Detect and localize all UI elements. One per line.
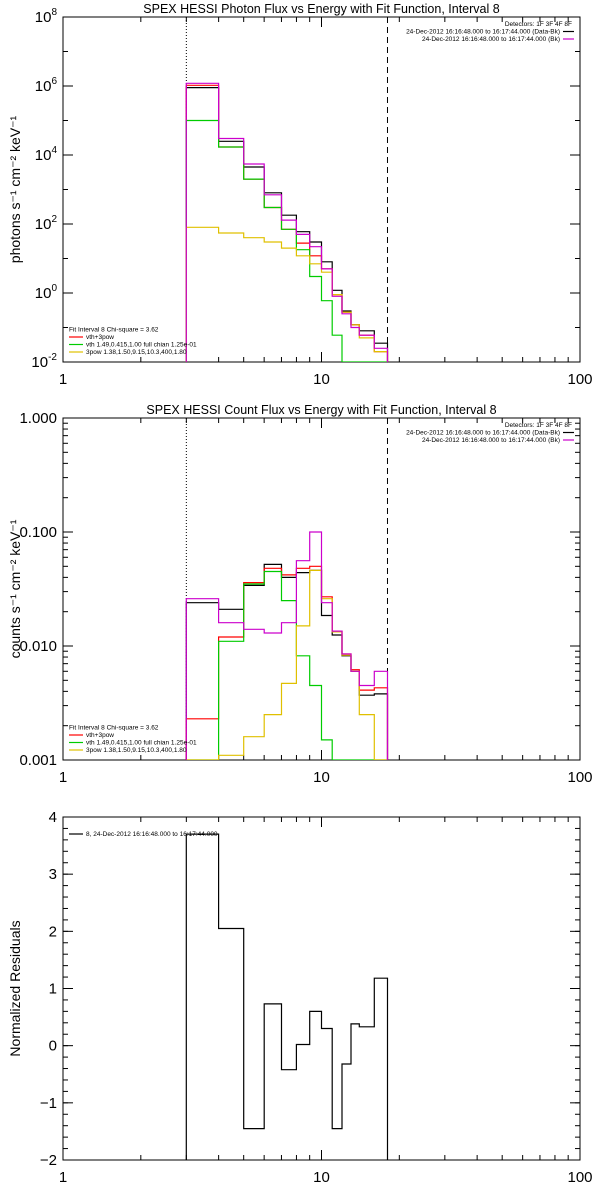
y-tick-label: 0.001 — [19, 752, 57, 769]
series-line-4 — [185, 226, 389, 362]
legend-entry: vth 1.49,0.415,1.00 full chian 1.25e-01 — [86, 740, 197, 747]
series-line-3 — [186, 570, 388, 760]
series-line-5 — [185, 531, 389, 760]
y-tick-label: 2 — [49, 923, 57, 940]
legend-entry: 8, 24-Dec-2012 16:16:48.000 to 16:17:44.… — [86, 831, 218, 838]
y-tick-label: 3 — [49, 866, 57, 883]
series-line-5 — [185, 82, 389, 362]
y-tick-label: 10-2 — [31, 352, 57, 371]
y-tick-label: 108 — [35, 7, 58, 26]
x-tick-label: 1 — [59, 769, 67, 786]
x-tick-label: 100 — [567, 1169, 592, 1186]
y-axis-label: counts s⁻¹ cm⁻² keV⁻¹ — [7, 519, 23, 658]
series-line-1 — [185, 833, 389, 1160]
y-tick-label: 4 — [49, 809, 57, 826]
legend-header: Fit Interval 8 Chi-square = 3.62 — [69, 725, 159, 732]
plot-frame — [62, 816, 581, 1161]
legend-entry: 3pow 1.38,1.50,9.15,10.3,400,1.80 — [86, 349, 187, 356]
x-tick-label: 10 — [313, 769, 330, 786]
legend-header: Fit Interval 8 Chi-square = 3.62 — [69, 327, 159, 334]
series-line-1 — [185, 87, 389, 362]
y-tick-label: 102 — [35, 214, 58, 233]
y-axis-label: photons s⁻¹ cm⁻² keV⁻¹ — [7, 115, 23, 263]
header-title: Detectors: 1F 3F 4F 8F — [505, 21, 572, 28]
header-title: Detectors: 1F 3F 4F 8F — [505, 422, 572, 429]
legend-entry: vth+3pow — [86, 732, 114, 739]
x-tick-label: 10 — [313, 1169, 330, 1186]
y-tick-label: 0.010 — [19, 638, 57, 655]
legend-entry: 3pow 1.38,1.50,9.15,10.3,400,1.80 — [86, 747, 187, 754]
x-tick-label: 10 — [313, 371, 330, 388]
x-tick-label: 1 — [59, 371, 67, 388]
data-area — [185, 531, 389, 760]
series-line-3 — [185, 119, 388, 362]
y-tick-label: 106 — [35, 76, 58, 95]
data-area — [185, 833, 389, 1160]
x-tick-label: 100 — [567, 769, 592, 786]
y-tick-label: −2 — [40, 1152, 57, 1169]
y-tick-label: 1.000 — [19, 410, 57, 427]
header-entry: 24-Dec-2012 16:16:48.000 to 16:17:44.000… — [422, 437, 560, 444]
y-tick-label: −1 — [40, 1095, 57, 1112]
chart-panel-3: 1 10 100 −2 −1 0 1 2 3 4 Normalized Residuals 8, 24… — [7, 809, 593, 1186]
x-tick-label: 1 — [59, 1169, 67, 1186]
chart-title: SPEX HESSI Photon Flux vs Energy with Fi… — [143, 2, 499, 16]
y-tick-label: 0.100 — [19, 524, 57, 541]
plot-frame — [62, 16, 581, 363]
series-line-1 — [185, 563, 389, 760]
header-entry: 24-Dec-2012 16:16:48.000 to 16:17:44.000… — [406, 29, 560, 36]
y-tick-label: 0 — [49, 1038, 57, 1055]
y-tick-label: 104 — [35, 145, 58, 164]
header-entry: 24-Dec-2012 16:16:48.000 to 16:17:44.000… — [422, 36, 560, 43]
data-area — [185, 82, 389, 362]
series-line-2 — [185, 565, 389, 760]
x-tick-label: 100 — [567, 371, 592, 388]
legend-entry: vth 1.49,0.415,1.00 full chian 1.25e-01 — [86, 342, 197, 349]
header-entry: 24-Dec-2012 16:16:48.000 to 16:17:44.000… — [406, 430, 560, 437]
series-line-2 — [185, 84, 389, 362]
chart-panel-1: 1 10 100 10-2 100 102 104 106 108 SPEX HESSI Phot… — [7, 2, 593, 388]
y-tick-label: 1 — [49, 981, 57, 998]
y-tick-label: 100 — [35, 283, 58, 302]
legend-entry: vth+3pow — [86, 334, 114, 341]
y-axis-label: Normalized Residuals — [7, 920, 23, 1056]
chart-panel-2: 1 10 100 0.001 0.010 0.100 1.000 SPEX HESSI Cou… — [7, 403, 593, 786]
chart-title: SPEX HESSI Count Flux vs Energy with Fit… — [146, 403, 496, 417]
